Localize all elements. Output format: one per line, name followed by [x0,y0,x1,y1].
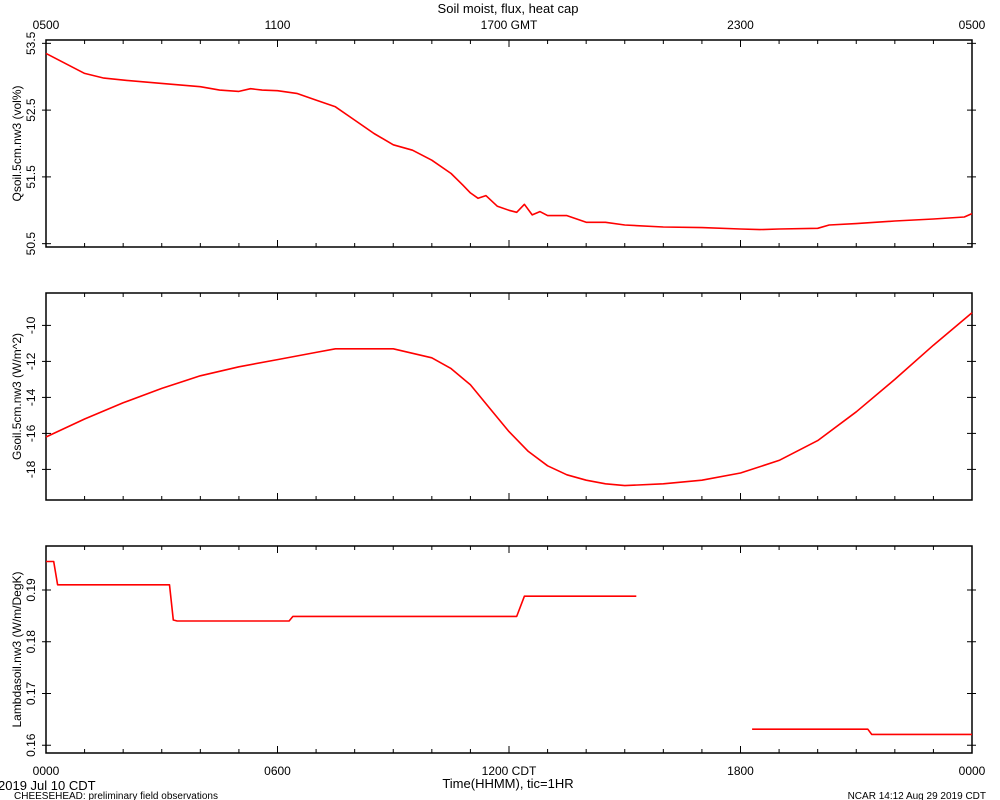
bottom-axis-title: Time(HHMM), tic=1HR [442,776,573,791]
y-tick-label: 50.5 [24,232,38,256]
top-time-axis: 0500 1100 1700 GMT 2300 0500 [33,18,986,32]
panel-frame [45,39,973,248]
y-tick-label: 51.5 [24,165,38,189]
y-tick-label: 0.19 [24,578,38,602]
panel-1: 50.5 51.5 52.5 53.5 Qsoil.5cm.nw3 (vol%) [10,31,976,255]
y-axis-label: Lambdasoil.nw3 (W/m/DegK) [10,571,24,727]
bottom-tick-label: 1800 [727,764,754,778]
y-tick-label: -14 [24,388,38,406]
bottom-tick-label: 0000 [33,764,60,778]
chart-title: Soil moist, flux, heat cap [438,1,579,16]
top-tick-label: 1100 [265,18,291,32]
bottom-tick-label: 1200 CDT [482,764,537,778]
date-label: 2019 Jul 10 CDT [0,778,96,793]
top-tick-label: 2300 [727,18,754,32]
bottom-time-axis: 0000 0600 1200 CDT 1800 0000 [33,764,986,778]
series-line [46,560,637,622]
bottom-tick-label: 0000 [959,764,986,778]
y-tick-label: 52.5 [24,98,38,122]
y-tick-label: 0.18 [24,630,38,654]
top-tick-label: 0500 [959,18,986,32]
credit-label: NCAR 14:12 Aug 29 2019 CDT [848,791,986,800]
y-tick-label: 0.17 [24,681,38,705]
y-tick-label: -12 [24,352,38,370]
y-axis-label: Gsoil.5cm.nw3 (W/m^2) [10,333,24,460]
series-line [45,312,973,487]
top-tick-label: 0500 [33,18,60,32]
y-tick-label: -10 [24,316,38,334]
project-label: CHEESEHEAD: preliminary field observatio… [14,791,218,800]
y-tick-label: -16 [24,424,38,442]
y-tick-label: -18 [24,460,38,478]
bottom-tick-label: 0600 [264,764,291,778]
series-line [45,52,973,231]
panel-frame [45,292,973,501]
series-line [752,728,972,736]
panel-frame [45,545,973,754]
y-tick-label: 53.5 [24,31,38,55]
top-tick-label: 1700 GMT [481,18,538,32]
y-axis-label: Qsoil.5cm.nw3 (vol%) [10,85,24,201]
y-tick-label: 0.16 [24,733,38,757]
